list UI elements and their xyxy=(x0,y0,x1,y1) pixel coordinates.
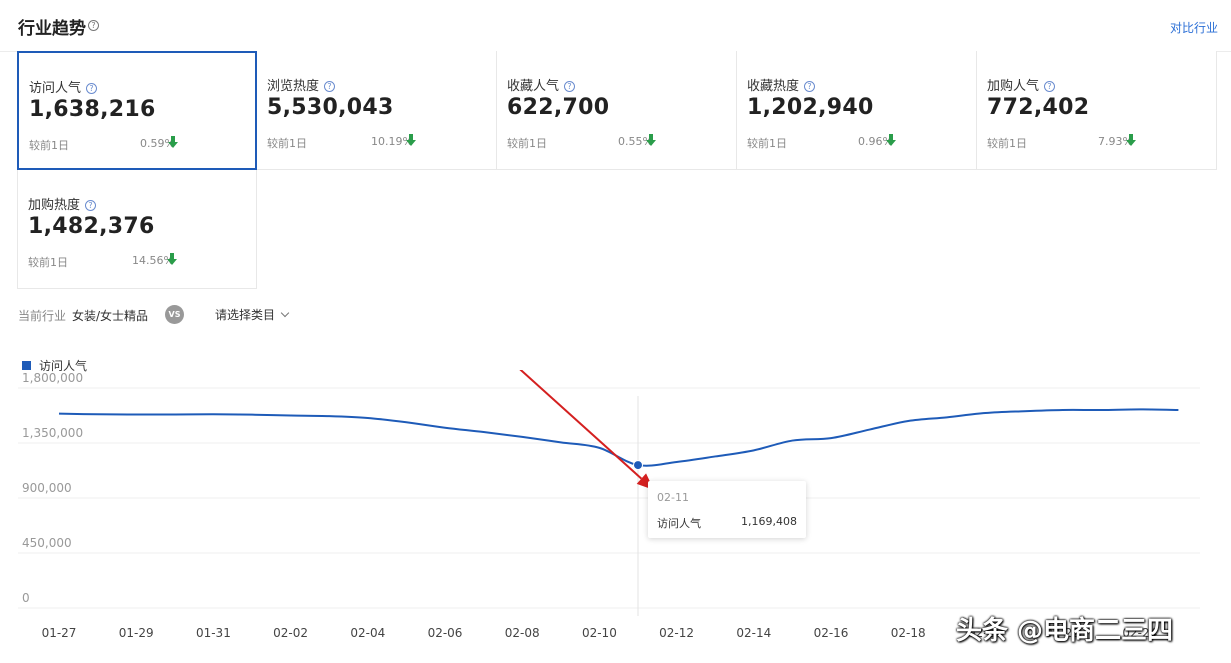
metric-change: 10.19% xyxy=(371,135,413,148)
chart-grid xyxy=(18,387,1200,609)
metric-compare-label: 较前1日 xyxy=(267,137,307,150)
metric-compare-label: 较前1日 xyxy=(29,139,69,152)
metric-card-visit-popularity[interactable]: 访问人气? 1,638,216 较前1日 0.59% xyxy=(17,51,257,170)
current-industry-label: 当前行业 xyxy=(18,309,67,323)
page-title: 行业趋势 xyxy=(18,19,86,39)
x-tick-label: 02-02 xyxy=(273,626,308,640)
metric-label: 加购人气? xyxy=(987,75,1056,94)
x-axis: 01-27 01-29 01-31 02-02 02-04 02-06 02-08 02-10… xyxy=(42,626,1158,640)
y-tick-label: 1,350,000 xyxy=(22,426,83,440)
x-tick-label: 02-12 xyxy=(659,626,694,640)
arrow-down-icon xyxy=(1126,134,1136,146)
tooltip-value: 1,169,408 xyxy=(741,515,797,528)
legend-swatch xyxy=(22,361,31,370)
y-tick-label: 900,000 xyxy=(22,481,72,495)
help-icon[interactable]: ? xyxy=(564,81,576,92)
current-industry-value: 女装/女士精品 xyxy=(72,309,149,323)
compare-industry-link[interactable]: 对比行业 xyxy=(1169,21,1218,35)
y-tick-label: 0 xyxy=(22,591,30,605)
metric-label: 收藏人气? xyxy=(507,75,576,94)
help-icon[interactable]: ? xyxy=(324,81,336,92)
x-tick-label: 01-27 xyxy=(42,626,77,640)
legend-label: 访问人气 xyxy=(39,359,88,373)
chart-tooltip: 02-11 访问人气 1,169,408 xyxy=(648,481,806,538)
y-tick-label: 1,800,000 xyxy=(22,371,83,385)
x-tick-label: 02-10 xyxy=(582,626,617,640)
metric-value: 1,638,216 xyxy=(29,97,156,122)
x-tick-label: 02-04 xyxy=(350,626,385,640)
tooltip-series-name: 访问人气 xyxy=(657,517,701,530)
metric-label: 浏览热度? xyxy=(267,75,336,94)
help-icon[interactable]: ? xyxy=(1044,81,1056,92)
x-tick-label: 02-24 xyxy=(1122,626,1157,640)
x-tick-label: 01-31 xyxy=(196,626,231,640)
category-select[interactable]: 请选择类目 xyxy=(215,306,290,323)
metric-card-cart-heat[interactable]: 加购热度? 1,482,376 较前1日 14.56% xyxy=(17,170,257,289)
metric-change: 14.56% xyxy=(132,254,174,267)
x-tick-label: 02-16 xyxy=(814,626,849,640)
metric-change: 7.93% xyxy=(1098,135,1133,148)
metric-label: 访问人气? xyxy=(29,77,98,96)
x-tick-label: 02-08 xyxy=(505,626,540,640)
help-icon[interactable]: ? xyxy=(804,81,816,92)
tooltip-date: 02-11 xyxy=(657,491,689,504)
metric-card-cart-popularity[interactable]: 加购人气? 772,402 较前1日 7.93% xyxy=(977,51,1217,170)
metric-compare-label: 较前1日 xyxy=(987,137,1027,150)
chevron-down-icon xyxy=(280,308,290,318)
arrow-down-icon xyxy=(886,134,896,146)
arrow-down-icon xyxy=(406,134,416,146)
help-icon[interactable]: ? xyxy=(85,200,97,211)
metric-compare-label: 较前1日 xyxy=(507,137,547,150)
metric-card-browse-heat[interactable]: 浏览热度? 5,530,043 较前1日 10.19% xyxy=(257,51,497,170)
help-icon[interactable]: ? xyxy=(88,20,99,31)
vs-badge: VS xyxy=(165,305,184,324)
metric-value: 772,402 xyxy=(987,95,1090,120)
x-tick-label: 02-20 xyxy=(968,626,1003,640)
annotation-arrow-shaft xyxy=(519,370,643,480)
x-tick-label: 02-06 xyxy=(428,626,463,640)
metric-value: 622,700 xyxy=(507,95,610,120)
metric-label: 加购热度? xyxy=(28,194,97,213)
metric-label: 收藏热度? xyxy=(747,75,816,94)
x-tick-label: 02-22 xyxy=(1045,626,1080,640)
metric-change: 0.59% xyxy=(140,137,175,150)
x-tick-label: 02-14 xyxy=(736,626,771,640)
metric-compare-label: 较前1日 xyxy=(747,137,787,150)
metric-value: 1,202,940 xyxy=(747,95,874,120)
metric-change: 0.55% xyxy=(618,135,653,148)
help-icon[interactable]: ? xyxy=(86,83,98,94)
metric-value: 1,482,376 xyxy=(28,214,155,239)
metric-change: 0.96% xyxy=(858,135,893,148)
metric-card-favorite-popularity[interactable]: 收藏人气? 622,700 较前1日 0.55% xyxy=(497,51,737,170)
arrow-down-icon xyxy=(168,136,178,148)
y-tick-label: 450,000 xyxy=(22,536,72,550)
x-tick-label: 01-29 xyxy=(119,626,154,640)
y-axis: 1,800,000 1,350,000 900,000 450,000 0 xyxy=(22,371,83,605)
metric-card-favorite-heat[interactable]: 收藏热度? 1,202,940 较前1日 0.96% xyxy=(737,51,977,170)
x-tick-label: 02-18 xyxy=(891,626,926,640)
arrow-down-icon xyxy=(167,253,177,265)
metric-compare-label: 较前1日 xyxy=(28,256,68,269)
metric-value: 5,530,043 xyxy=(267,95,394,120)
arrow-down-icon xyxy=(646,134,656,146)
watermark: 头条 @电商二三四 xyxy=(956,616,1174,646)
header: 行业趋势 ? 对比行业 xyxy=(0,0,1231,52)
highlight-point[interactable] xyxy=(633,460,643,471)
chart-legend[interactable]: 访问人气 xyxy=(22,357,87,374)
